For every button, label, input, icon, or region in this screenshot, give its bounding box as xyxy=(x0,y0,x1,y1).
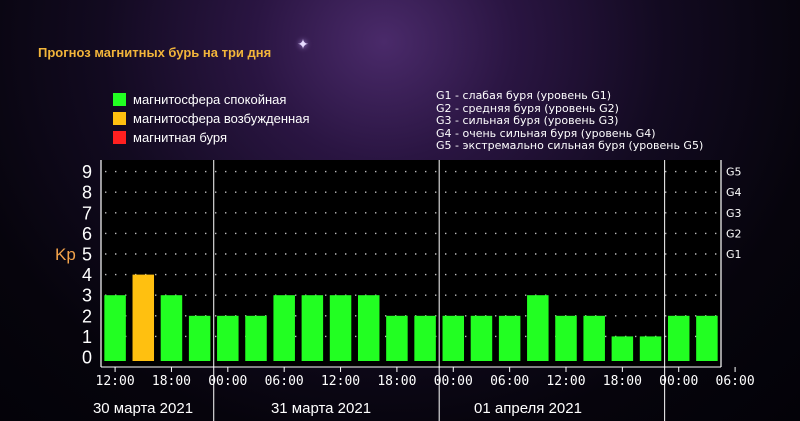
y-tick-label: 8 xyxy=(82,183,92,203)
x-tick-label: 12:00 xyxy=(96,374,135,389)
g-level-item: G5 - экстремально сильная буря (уровень … xyxy=(436,139,704,153)
g-level-item: G2 - средняя буря (уровень G2) xyxy=(436,101,619,115)
kp-bar xyxy=(357,295,380,361)
legend-item-storm: магнитная буря xyxy=(113,128,310,147)
kp-bar xyxy=(611,336,634,361)
x-tick-label: 06:00 xyxy=(265,374,304,389)
kp-bar xyxy=(555,315,577,361)
y-axis-label: Kp xyxy=(55,245,76,264)
x-tick-label: 00:00 xyxy=(208,374,247,389)
y-tick-label: 5 xyxy=(82,245,92,265)
g-level-item: G4 - очень сильная буря (уровень G4) xyxy=(436,126,656,140)
g-level-legend: G1 - слабая буря (уровень G1) G2 - средн… xyxy=(436,89,704,153)
legend-swatch xyxy=(113,112,126,125)
kp-bar xyxy=(667,315,690,361)
legend-label: магнитная буря xyxy=(133,130,228,145)
y-tick-label: 3 xyxy=(82,286,92,306)
kp-bar xyxy=(470,315,493,361)
kp-bar xyxy=(329,295,352,361)
kp-bar xyxy=(245,315,267,361)
y-tick-label: 4 xyxy=(82,265,92,285)
g-tick-label: G1 xyxy=(726,248,742,261)
kp-bar xyxy=(188,315,211,361)
legend-item-excited: магнитосфера возбужденная xyxy=(113,109,310,128)
kp-bar xyxy=(104,295,126,361)
x-tick-label: 12:00 xyxy=(321,374,360,389)
g-level-item: G1 - слабая буря (уровень G1) xyxy=(436,89,612,102)
y-tick-label: 9 xyxy=(82,162,92,182)
legend-label: магнитосфера спокойная xyxy=(133,92,287,107)
y-tick-label: 7 xyxy=(82,203,92,223)
g-level-item: G3 - сильная буря (уровень G3) xyxy=(436,114,619,128)
g-tick-label: G3 xyxy=(726,207,742,220)
kp-bar xyxy=(527,295,549,361)
day-label: 30 марта 2021 xyxy=(93,400,193,417)
x-tick-label: 00:00 xyxy=(434,374,473,389)
kp-bar xyxy=(132,274,155,361)
g-tick-label: G2 xyxy=(726,227,742,240)
kp-bar xyxy=(442,315,465,361)
kp-bar xyxy=(160,295,183,361)
legend-swatch xyxy=(113,131,126,144)
kp-bar xyxy=(217,315,239,361)
legend-item-calm: магнитосфера спокойная xyxy=(113,90,310,109)
g-tick-label: G4 xyxy=(726,186,742,199)
x-tick-label: 06:00 xyxy=(490,374,529,389)
kp-bar xyxy=(696,315,718,361)
legend: магнитосфера спокойная магнитосфера возб… xyxy=(113,90,310,147)
kp-bar xyxy=(273,295,295,361)
kp-bar xyxy=(414,315,436,361)
y-tick-label: 1 xyxy=(82,327,92,347)
page-title: Прогноз магнитных бурь на три дня xyxy=(38,45,272,60)
kp-bar xyxy=(301,295,324,361)
y-tick-label: 6 xyxy=(82,224,92,244)
y-tick-label: 0 xyxy=(82,348,92,368)
kp-bar xyxy=(386,315,408,361)
x-tick-label: 18:00 xyxy=(377,374,416,389)
legend-swatch xyxy=(113,93,126,106)
kp-bar xyxy=(583,315,605,361)
kp-bar xyxy=(639,336,662,361)
kp-bar xyxy=(498,315,521,361)
x-tick-label: 18:00 xyxy=(152,374,191,389)
x-tick-label: 12:00 xyxy=(546,374,585,389)
x-tick-label: 00:00 xyxy=(659,374,698,389)
day-label: 31 марта 2021 xyxy=(271,400,371,417)
legend-label: магнитосфера возбужденная xyxy=(133,111,310,126)
day-label: 01 апреля 2021 xyxy=(474,400,582,417)
g-tick-label: G5 xyxy=(726,166,742,179)
y-tick-label: 2 xyxy=(82,306,92,326)
sparkle-icon: ✦ xyxy=(297,36,309,52)
x-tick-label: 06:00 xyxy=(716,374,755,389)
x-tick-label: 18:00 xyxy=(603,374,642,389)
